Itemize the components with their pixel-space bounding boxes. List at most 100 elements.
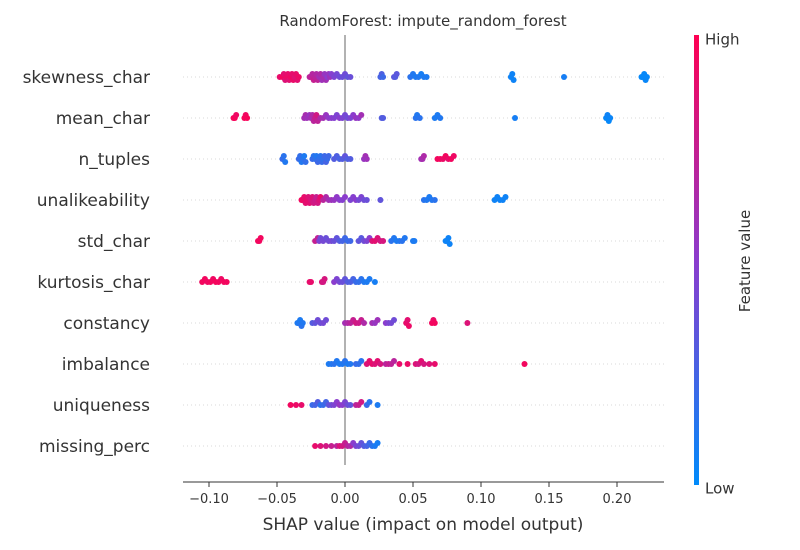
point-kurtosis_char-14: [321, 276, 328, 282]
x-tick-label-0: −0.10: [189, 492, 229, 507]
point-imbalance-30: [521, 361, 528, 367]
point-imbalance-28: [426, 361, 433, 367]
point-uniqueness-1: [293, 402, 299, 408]
point-imbalance-23: [404, 361, 411, 367]
point-missing_perc-1: [317, 443, 324, 449]
chart-title: RandomForest: impute_random_forest: [279, 12, 566, 31]
feature-label-skewness_char: skewness_char: [23, 68, 150, 88]
point-constancy-21: [374, 317, 381, 323]
point-std_char-33: [401, 235, 408, 241]
point-mean_char-39: [437, 115, 444, 121]
point-missing_perc-3: [328, 443, 335, 449]
point-imbalance-22: [396, 361, 403, 367]
shap-points: [199, 71, 650, 449]
point-skewness_char-52: [509, 71, 516, 77]
feature-label-kurtosis_char: kurtosis_char: [37, 273, 150, 293]
x-axis-ticks: −0.10 −0.05 0.00 0.05 0.10 0.15 0.20: [189, 482, 631, 507]
point-n_tuples-28: [347, 156, 354, 162]
point-skewness_char-53: [510, 77, 517, 83]
point-mean_char-31: [358, 112, 365, 118]
point-n_tuples-1: [280, 153, 287, 159]
point-missing_perc-0: [312, 443, 319, 449]
point-n_tuples-2: [282, 159, 289, 165]
colorbar: [694, 35, 699, 485]
point-constancy-18: [361, 320, 367, 326]
point-mean_char-2: [233, 112, 240, 118]
point-missing_perc-2: [323, 443, 329, 449]
point-skewness_char-54: [561, 74, 567, 80]
point-mean_char-36: [416, 115, 423, 121]
point-unalikeability-30: [363, 197, 370, 203]
point-std_char-27: [380, 238, 387, 244]
colorbar-high-label: High: [705, 31, 739, 49]
point-kurtosis_char-11: [308, 279, 314, 285]
x-tick-label-5: 0.15: [535, 492, 564, 507]
point-imbalance-17: [377, 361, 384, 367]
point-mean_char-14: [313, 112, 320, 118]
point-constancy-4: [299, 320, 306, 326]
point-uniqueness-20: [358, 399, 365, 405]
point-uniqueness-0: [287, 402, 294, 408]
point-imbalance-8: [347, 361, 354, 367]
feature-label-constancy: constancy: [63, 314, 150, 334]
point-n_tuples-7: [301, 153, 308, 159]
point-kurtosis_char-29: [371, 279, 378, 285]
feature-label-n_tuples: n_tuples: [78, 150, 150, 170]
point-constancy-32: [464, 320, 471, 326]
point-unalikeability-36: [431, 197, 438, 203]
point-imbalance-21: [391, 358, 397, 364]
x-tick-label-6: 0.20: [603, 492, 632, 507]
point-constancy-25: [391, 317, 397, 323]
point-uniqueness-23: [374, 402, 381, 408]
point-std_char-17: [347, 238, 354, 244]
point-mean_char-40: [512, 115, 518, 121]
point-kurtosis_char-28: [366, 276, 373, 282]
feature-gridlines: [183, 76, 664, 447]
point-skewness_char-43: [393, 71, 400, 77]
feature-label-unalikeability: unalikeability: [37, 191, 150, 211]
point-unalikeability-41: [502, 194, 509, 200]
point-mean_char-5: [244, 115, 251, 121]
x-tick-label-2: 0.00: [331, 492, 360, 507]
feature-label-imbalance: imbalance: [62, 355, 150, 375]
point-std_char-38: [445, 235, 452, 241]
point-missing_perc-19: [374, 440, 381, 446]
x-axis-label: SHAP value (impact on model output): [263, 515, 584, 535]
point-imbalance-27: [420, 361, 427, 367]
point-n_tuples-34: [420, 153, 427, 159]
point-skewness_char-50: [423, 74, 430, 80]
feature-label-mean_char: mean_char: [56, 109, 150, 129]
point-kurtosis_char-9: [223, 279, 230, 285]
point-constancy-31: [431, 320, 438, 326]
point-n_tuples-41: [450, 153, 457, 159]
point-constancy-27: [404, 317, 411, 323]
feature-label-missing_perc: missing_perc: [39, 437, 150, 457]
point-imbalance-29: [431, 361, 438, 367]
feature-labels: skewness_char mean_char n_tuples unalikeabi…: [23, 68, 151, 457]
point-mean_char-44: [607, 115, 614, 121]
point-unalikeability-23: [342, 194, 348, 200]
point-imbalance-11: [358, 358, 365, 364]
feature-label-std_char: std_char: [78, 232, 150, 252]
point-n_tuples-21: [325, 153, 332, 159]
point-skewness_char-59: [643, 74, 650, 80]
feature-label-uniqueness: uniqueness: [53, 396, 150, 416]
point-unalikeability-31: [377, 197, 384, 203]
point-std_char-35: [411, 238, 418, 244]
point-std_char-2: [257, 235, 264, 241]
colorbar-title: Feature value: [736, 210, 754, 312]
x-tick-label-4: 0.10: [467, 492, 496, 507]
point-constancy-10: [323, 317, 329, 323]
point-skewness_char-37: [347, 74, 354, 80]
x-tick-label-1: −0.05: [257, 492, 297, 507]
colorbar-low-label: Low: [705, 480, 735, 498]
point-mean_char-33: [380, 115, 387, 121]
point-n_tuples-8: [302, 159, 309, 165]
point-uniqueness-17: [347, 402, 354, 408]
point-uniqueness-22: [366, 399, 373, 405]
point-std_char-39: [446, 241, 453, 247]
x-tick-label-3: 0.05: [399, 492, 428, 507]
point-constancy-28: [405, 323, 412, 329]
point-n_tuples-31: [363, 156, 370, 162]
